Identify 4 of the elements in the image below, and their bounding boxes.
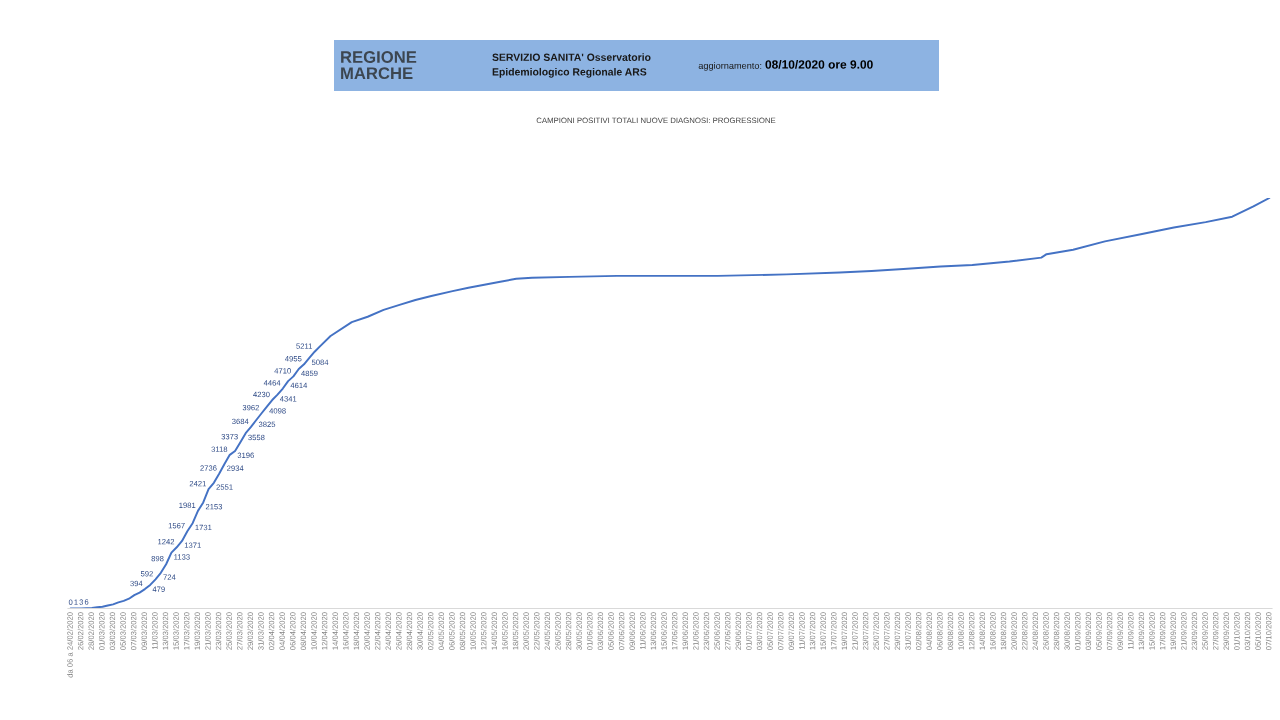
text: 08/10/2020 ore 9.00 (765, 59, 873, 69)
text: SERVIZIO SANITA' Osservatorio Epidemiologico Regionale ARS (492, 53, 651, 78)
text: REGIONE MARCHE (341, 51, 417, 80)
text: aggiornamento: (698, 62, 762, 71)
